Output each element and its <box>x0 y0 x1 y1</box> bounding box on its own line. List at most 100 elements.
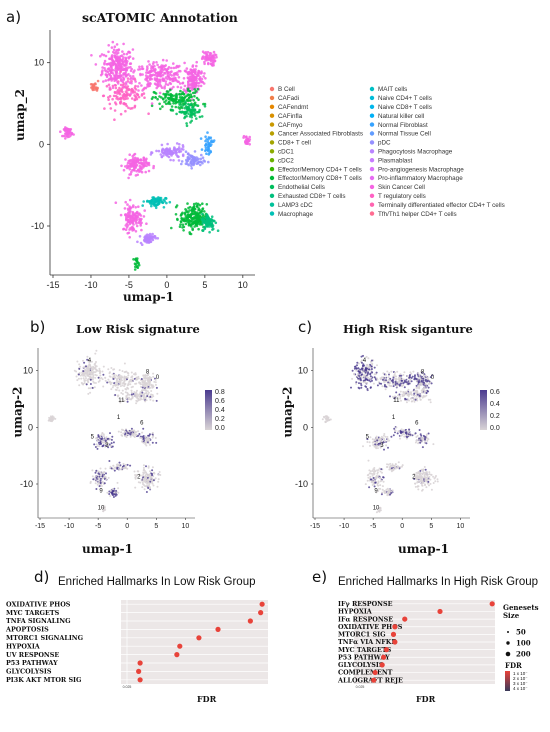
b-cell-point <box>93 443 96 446</box>
c-cell-point <box>368 379 371 382</box>
b-cell-point <box>117 487 120 490</box>
panel-d-enrichment-dot <box>196 635 202 641</box>
panel-a-cell-point <box>120 164 123 168</box>
b-cell-point <box>101 480 104 483</box>
c-cell-point <box>358 372 361 374</box>
b-cell-point <box>158 471 161 473</box>
b-cell-point <box>142 441 145 444</box>
panel-a-cell-point <box>190 72 194 76</box>
b-cell-point <box>152 375 155 378</box>
c-cell-point <box>322 415 325 418</box>
panel-a-cell-point <box>109 69 112 73</box>
panel-a-cell-point <box>122 63 125 67</box>
c-cell-point <box>403 371 406 374</box>
b-cell-point <box>129 435 132 438</box>
c-cell-point <box>369 380 372 383</box>
b-cell-point <box>126 384 129 387</box>
c-cell-point <box>411 375 414 378</box>
c-cell-point <box>430 488 433 491</box>
c-cell-point <box>418 476 421 479</box>
panel-a-cell-point <box>68 128 72 132</box>
panel-a-cell-point <box>191 74 195 78</box>
panel-a-legend-label: Phagocytosis Macrophage <box>378 149 453 156</box>
panel-a-cell-point <box>129 92 133 95</box>
panel-a-cell-point <box>111 72 115 75</box>
panel-a-cell-point <box>102 80 105 83</box>
b-cell-point <box>98 379 101 382</box>
c-cluster-label: 5 <box>366 435 370 441</box>
panel-a-cell-point <box>164 82 168 86</box>
c-cluster-label: 8 <box>421 370 425 376</box>
panel-a-cell-point <box>126 80 130 83</box>
panel-a-cell-point <box>198 212 201 215</box>
b-cell-point <box>87 392 90 395</box>
b-cell-point <box>116 378 118 381</box>
panel-a-cell-point <box>107 50 110 54</box>
c-cell-point <box>397 430 400 433</box>
c-cell-point <box>401 393 404 396</box>
c-cell-point <box>357 367 360 370</box>
panel-a-cell-point <box>119 88 122 91</box>
panel-a-cell-point <box>204 55 207 59</box>
panel-a-legend-swatch <box>369 131 375 136</box>
b-cell-point <box>98 372 101 375</box>
panel-a-cell-point <box>96 86 99 90</box>
panel-a-cell-point <box>127 93 130 96</box>
panel-a-legend-label: Plasmablast <box>378 157 413 164</box>
b-cell-point <box>123 362 126 365</box>
panel-e-enrichment-dot <box>402 616 408 622</box>
panel-a-cell-point <box>128 212 131 215</box>
c-cell-point <box>408 382 411 385</box>
panel-a-cell-point <box>179 89 182 93</box>
panel-a-cell-point <box>185 218 188 222</box>
c-cell-point <box>415 378 418 381</box>
c-scale-tick-label: 0.2 <box>490 413 500 420</box>
b-cell-point <box>82 359 84 362</box>
panel-a-legend-label: Normal Fibroblast <box>378 122 428 129</box>
c-cell-point <box>353 373 355 376</box>
b-cell-point <box>134 382 137 385</box>
panel-e-pathway-label: IFα RESPONSE <box>338 615 393 623</box>
panel-a-cell-point <box>199 163 202 167</box>
panel-a-cell-point <box>64 137 67 140</box>
panel-a-cell-point <box>172 102 175 105</box>
c-cell-point <box>382 437 385 440</box>
b-cell-point <box>109 381 112 384</box>
c-cluster-label: 9 <box>374 489 378 495</box>
panel-a-cell-point <box>181 106 184 110</box>
panel-e-enrichment-dot <box>379 662 385 668</box>
panel-e-letter: e) <box>312 568 328 586</box>
panel-a-cell-point <box>128 167 132 171</box>
c-cell-point <box>391 395 394 398</box>
b-cell-point <box>147 465 150 468</box>
c-cell-point <box>379 507 382 510</box>
panel-a-cell-point <box>126 203 129 206</box>
panel-a-cell-point <box>147 236 151 240</box>
c-y-tick-label: -10 <box>295 479 308 489</box>
b-cell-point <box>107 476 110 479</box>
panel-a-cell-point <box>206 216 210 220</box>
panel-a-cell-point <box>204 149 207 153</box>
c-cell-point <box>405 381 408 384</box>
panel-a-cell-point <box>199 160 202 164</box>
panel-a-cell-point <box>167 148 170 151</box>
panel-a-cell-point <box>138 213 142 216</box>
panel-d-enrichment-dot <box>215 626 221 632</box>
panel-a-cell-point <box>208 230 211 234</box>
b-cell-point <box>124 391 127 394</box>
panel-e-size-legend-label: 200 <box>516 650 531 659</box>
panel-a-cell-point <box>103 67 106 70</box>
panel-a-cell-point <box>153 197 156 201</box>
c-cell-point <box>367 371 370 374</box>
c-cell-point <box>364 366 367 369</box>
panel-a-cell-point <box>153 82 157 85</box>
panel-a-cell-point <box>184 100 187 104</box>
c-cell-point <box>403 379 406 382</box>
b-cell-point <box>137 399 140 402</box>
c-cell-point <box>424 468 427 471</box>
b-cell-point <box>102 438 105 441</box>
panel-a-cell-point <box>135 258 138 262</box>
panel-a-cell-point <box>145 222 148 225</box>
panel-a-cell-point <box>209 144 212 147</box>
b-cell-point <box>146 395 149 398</box>
